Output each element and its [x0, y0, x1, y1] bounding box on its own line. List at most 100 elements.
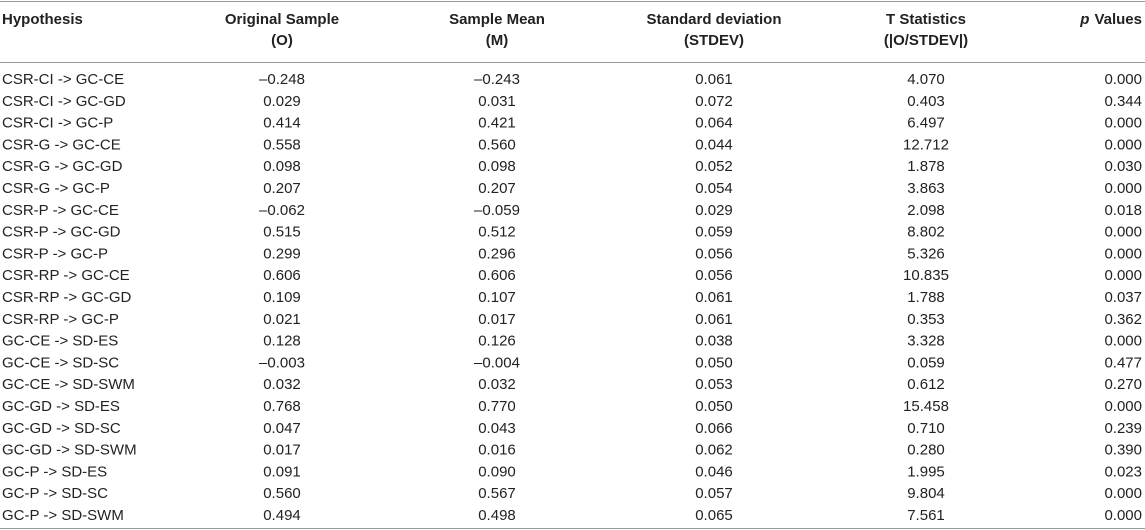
header-cell: T Statistics	[886, 11, 966, 28]
header-cell: Hypothesis	[2, 11, 83, 28]
value-cell: 0.016	[478, 442, 516, 459]
value-cell: 0.021	[263, 311, 301, 328]
value-cell: 0.498	[478, 507, 516, 524]
value-cell: 0.494	[263, 507, 301, 524]
hypothesis-cell: CSR-RP -> GC-GD	[2, 289, 131, 306]
value-cell: 0.414	[263, 115, 301, 132]
value-cell: 0.044	[695, 136, 733, 153]
hypothesis-cell: GC-GD -> SD-SC	[2, 420, 121, 437]
value-cell: –0.004	[474, 354, 520, 371]
value-cell: 0.299	[263, 245, 301, 262]
value-cell: 0.558	[263, 136, 301, 153]
value-cell: 0.090	[478, 463, 516, 480]
value-cell: 0.403	[907, 93, 945, 110]
hypothesis-cell: GC-CE -> SD-ES	[2, 333, 118, 350]
value-cell: 0.353	[907, 311, 945, 328]
header-cell: p Values	[1079, 11, 1142, 28]
value-cell: 0.560	[263, 485, 301, 502]
value-cell: 0.098	[263, 158, 301, 175]
value-cell: 6.497	[907, 115, 945, 132]
value-cell: 0.128	[263, 333, 301, 350]
hypothesis-cell: GC-P -> SD-ES	[2, 463, 107, 480]
value-cell: –0.248	[259, 71, 305, 88]
value-cell: –0.059	[474, 202, 520, 219]
header-cell: Original Sample	[225, 11, 339, 28]
header-cell: (M)	[486, 32, 509, 49]
value-cell: –0.062	[259, 202, 305, 219]
value-cell: 0.066	[695, 420, 733, 437]
value-cell: 12.712	[903, 136, 949, 153]
value-cell: 0.029	[263, 93, 301, 110]
value-cell: 0.057	[695, 485, 733, 502]
value-cell: 0.000	[1104, 398, 1142, 415]
header-italic: p	[1079, 11, 1089, 28]
value-cell: 0.296	[478, 245, 516, 262]
value-cell: 9.804	[907, 485, 945, 502]
value-cell: 10.835	[903, 267, 949, 284]
value-cell: 0.037	[1104, 289, 1142, 306]
value-cell: 0.053	[695, 376, 733, 393]
header-text: Values	[1094, 11, 1142, 28]
value-cell: 0.056	[695, 267, 733, 284]
value-cell: 0.362	[1104, 311, 1142, 328]
value-cell: 0.126	[478, 333, 516, 350]
value-cell: 0.239	[1104, 420, 1142, 437]
value-cell: 0.512	[478, 224, 516, 241]
value-cell: 0.061	[695, 71, 733, 88]
value-cell: 0.606	[263, 267, 301, 284]
hypothesis-cell: CSR-G -> GC-CE	[2, 136, 121, 153]
value-cell: 0.091	[263, 463, 301, 480]
hypothesis-cell: GC-CE -> SD-SWM	[2, 376, 135, 393]
value-cell: 4.070	[907, 71, 945, 88]
hypothesis-cell: CSR-G -> GC-P	[2, 180, 110, 197]
value-cell: 0.567	[478, 485, 516, 502]
value-cell: 0.612	[907, 376, 945, 393]
value-cell: 0.000	[1104, 267, 1142, 284]
value-cell: 0.000	[1104, 224, 1142, 241]
value-cell: 0.065	[695, 507, 733, 524]
header-cell: (STDEV)	[684, 32, 744, 49]
value-cell: 0.072	[695, 93, 733, 110]
value-cell: 0.059	[907, 354, 945, 371]
value-cell: 1.878	[907, 158, 945, 175]
hypothesis-cell: CSR-G -> GC-GD	[2, 158, 123, 175]
hypothesis-cell: CSR-P -> GC-P	[2, 245, 108, 262]
value-cell: 0.032	[478, 376, 516, 393]
value-cell: 0.064	[695, 115, 733, 132]
header-cell: Standard deviation	[646, 11, 781, 28]
value-cell: 0.000	[1104, 485, 1142, 502]
value-cell: 0.054	[695, 180, 733, 197]
value-cell: 0.030	[1104, 158, 1142, 175]
hypothesis-cell: CSR-CI -> GC-GD	[2, 93, 126, 110]
value-cell: 0.046	[695, 463, 733, 480]
hypothesis-cell: GC-P -> SD-SWM	[2, 507, 124, 524]
header-cell: Sample Mean	[449, 11, 545, 28]
header-cell: (O)	[271, 32, 293, 49]
value-cell: 2.098	[907, 202, 945, 219]
value-cell: 0.207	[263, 180, 301, 197]
value-cell: 0.017	[263, 442, 301, 459]
value-cell: 0.280	[907, 442, 945, 459]
value-cell: 0.421	[478, 115, 516, 132]
value-cell: 0.606	[478, 267, 516, 284]
value-cell: 0.056	[695, 245, 733, 262]
hypothesis-cell: CSR-P -> GC-CE	[2, 202, 119, 219]
value-cell: 0.023	[1104, 463, 1142, 480]
hypothesis-cell: CSR-CI -> GC-P	[2, 115, 113, 132]
value-cell: 0.109	[263, 289, 301, 306]
value-cell: 0.107	[478, 289, 516, 306]
header-cell: (|O/STDEV|)	[884, 32, 968, 49]
value-cell: 0.018	[1104, 202, 1142, 219]
value-cell: 0.098	[478, 158, 516, 175]
value-cell: 15.458	[903, 398, 949, 415]
value-cell: 0.768	[263, 398, 301, 415]
value-cell: 0.059	[695, 224, 733, 241]
hypothesis-cell: CSR-RP -> GC-P	[2, 311, 119, 328]
value-cell: 0.000	[1104, 333, 1142, 350]
hypothesis-cell: CSR-RP -> GC-CE	[2, 267, 130, 284]
hypothesis-cell: GC-GD -> SD-ES	[2, 398, 120, 415]
value-cell: 0.515	[263, 224, 301, 241]
value-cell: 8.802	[907, 224, 945, 241]
value-cell: 1.995	[907, 463, 945, 480]
